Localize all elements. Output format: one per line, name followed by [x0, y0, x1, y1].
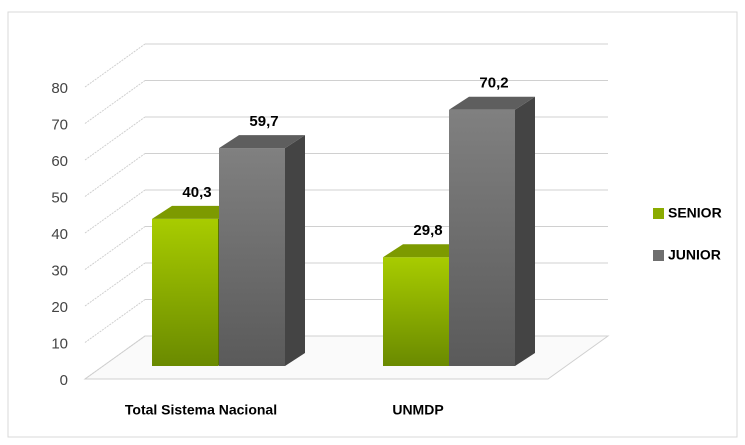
legend-swatch: [653, 208, 664, 219]
bar-side: [515, 96, 535, 367]
bar: [383, 257, 449, 366]
data-label: 59,7: [249, 113, 278, 130]
wall-grid-line: [84, 153, 146, 197]
data-label: 40,3: [182, 184, 211, 201]
bar-top: [383, 244, 469, 258]
y-tick-label: 80: [51, 80, 68, 97]
wall-grid-line: [84, 80, 146, 124]
wall-grid-line: [84, 43, 146, 88]
y-tick-label: 60: [51, 153, 68, 170]
wall-grid-line: [84, 299, 146, 343]
y-tick-label: 20: [51, 299, 68, 316]
wall-grid-line: [84, 262, 146, 307]
data-label: 70,2: [479, 75, 508, 92]
wall-grid-line: [84, 116, 146, 161]
x-tick-label: UNMDP: [392, 402, 443, 418]
bar-side: [285, 135, 305, 366]
y-tick-label: 0: [60, 372, 68, 389]
y-tick-label: 70: [51, 116, 68, 133]
data-label: 29,8: [413, 222, 442, 239]
wall-grid-line: [84, 226, 146, 270]
legend-swatch: [653, 250, 664, 261]
bar: [152, 218, 218, 366]
x-tick-label: Total Sistema Nacional: [125, 402, 277, 418]
bar-top: [219, 135, 305, 149]
bar-top: [449, 96, 535, 110]
wall-grid-line: [84, 335, 146, 380]
wall-grid-line: [84, 189, 146, 234]
y-tick-label: 10: [51, 335, 68, 352]
y-tick-label: 40: [51, 226, 68, 243]
legend-label: SENIOR: [668, 205, 722, 221]
bar: [449, 109, 515, 367]
bar-top: [152, 205, 238, 219]
legend-label: JUNIOR: [668, 247, 721, 263]
y-tick-label: 30: [51, 262, 68, 279]
bar: [219, 148, 285, 366]
y-tick-label: 50: [51, 189, 68, 206]
